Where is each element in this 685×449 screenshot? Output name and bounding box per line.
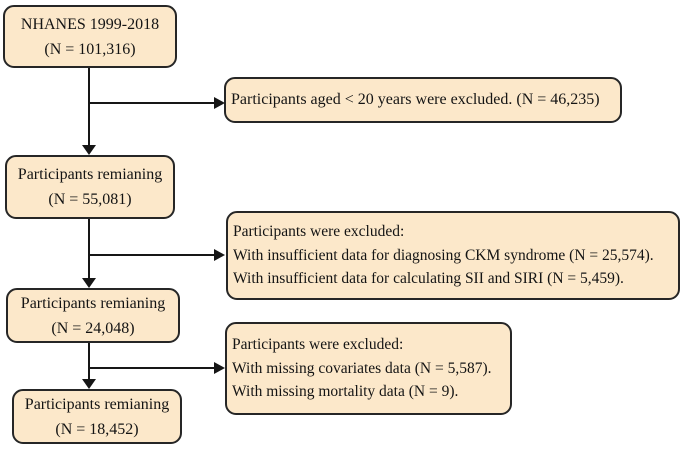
connector-line-right-2 [89,254,214,256]
flow-box-source: NHANES 1999-2018 (N = 101,316) [3,5,177,68]
arrowhead-down-1-icon [82,145,96,155]
flow-box-exclusion-3: Participants were excluded: With missing… [225,322,512,415]
exclusion-text-line: Participants aged < 20 years were exclud… [231,91,600,109]
exclusion-text-line: Participants were excluded: [233,223,405,241]
exclusion-text-line: Participants were excluded: [232,336,404,354]
box-text-line: (N = 18,452) [55,420,139,438]
flow-box-exclusion-1: Participants aged < 20 years were exclud… [224,77,622,123]
exclusion-text-line: With missing covariates data (N = 5,587)… [232,359,492,377]
box-text-line: Participants remianing [17,166,163,183]
box-text-line: (N = 24,048) [51,319,135,337]
exclusion-text-line: With insufficient data for calculating S… [233,270,624,288]
arrowhead-down-2-icon [82,278,96,288]
exclusion-text-line: With insufficient data for diagnosing CK… [233,246,654,264]
box-text-line: (N = 101,316) [44,40,136,58]
connector-line-right-3 [89,367,214,369]
flow-box-remaining-2: Participants remianing (N = 24,048) [6,288,180,343]
arrowhead-right-3-icon [214,362,225,374]
flow-box-remaining-1: Participants remianing (N = 55,081) [5,155,175,219]
arrowhead-down-3-icon [82,379,96,389]
connector-line-down-3 [88,343,90,380]
arrowhead-right-1-icon [214,97,225,109]
box-text-line: Participants remianing [24,395,170,413]
connector-line-down-1 [88,68,90,146]
flow-box-remaining-3: Participants remianing (N = 18,452) [12,389,182,444]
box-text-line: (N = 55,081) [48,191,132,208]
box-text-line: NHANES 1999-2018 [20,15,160,33]
exclusion-text-line: With missing mortality data (N = 9). [232,383,459,401]
connector-line-right-1 [89,102,214,104]
box-text-line: Participants remianing [20,294,166,312]
flow-box-exclusion-2: Participants were excluded: With insuffi… [226,211,680,300]
connector-line-down-2 [88,219,90,279]
arrowhead-right-2-icon [214,249,225,261]
